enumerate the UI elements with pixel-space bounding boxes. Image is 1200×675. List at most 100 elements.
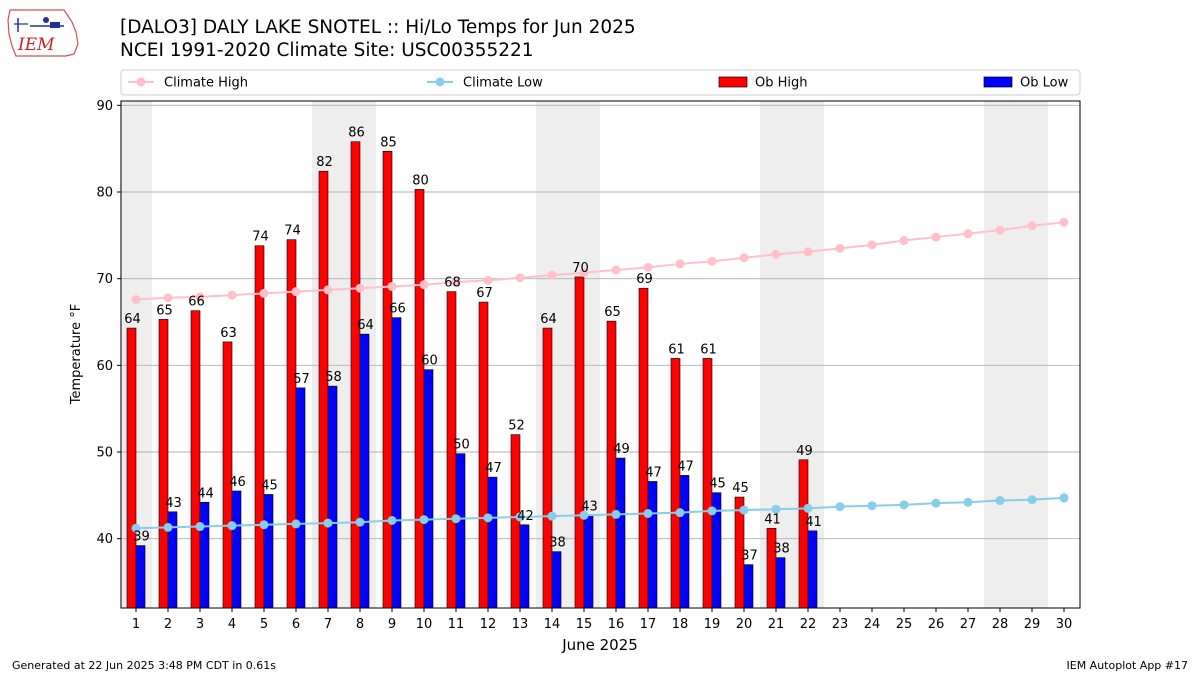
climate-high-point	[1059, 217, 1069, 227]
x-tick-label: 11	[448, 617, 465, 632]
weekend-band	[1016, 101, 1048, 608]
y-axis: 40 50 60 70 80 90	[96, 99, 121, 547]
legend: Climate High Climate Low Ob High Ob Low	[120, 69, 1081, 96]
ob-low-bar	[487, 476, 498, 609]
y-tick-label: 80	[96, 186, 113, 201]
climate-high-point	[419, 280, 429, 290]
ob-high-label: 64	[540, 312, 557, 327]
x-tick-label: 18	[672, 617, 689, 632]
climate-low-point	[419, 515, 429, 525]
ob-high-bar	[798, 459, 809, 609]
climate-high-point	[227, 290, 237, 300]
ob-low-label: 44	[197, 486, 214, 501]
climate-high-point	[995, 225, 1005, 235]
climate-low-point	[451, 514, 461, 524]
y-axis-label: Temperature °F	[69, 304, 84, 405]
ob-low-bar	[231, 490, 242, 609]
x-tick-label: 9	[388, 617, 396, 632]
climate-low-point	[515, 512, 525, 522]
iem-logo: IEM	[7, 9, 79, 57]
x-axis-label: June 2025	[561, 636, 638, 654]
ob-high-label: 86	[348, 126, 365, 141]
ob-high-label: 74	[284, 224, 301, 239]
climate-high-point	[803, 247, 813, 257]
ob-low-bar	[615, 457, 626, 609]
ob-low-label: 66	[389, 302, 406, 317]
ob-high-bar	[542, 327, 553, 609]
ob-low-bar	[519, 524, 530, 609]
x-tick-label: 13	[512, 617, 529, 632]
app-note: IEM Autoplot App #17	[1066, 659, 1189, 672]
climate-low-point	[483, 513, 493, 523]
climate-high-point	[835, 243, 845, 253]
climate-low-point	[931, 498, 941, 508]
ob-high-bar	[158, 319, 169, 609]
ob-low-bar	[455, 453, 466, 609]
ob-high-bar	[254, 245, 265, 609]
climate-high-point	[259, 288, 269, 298]
ob-low-bar	[327, 385, 338, 609]
ob-high-label: 45	[732, 481, 749, 496]
ob-low-bar	[583, 514, 594, 609]
climate-lines	[131, 217, 1069, 533]
x-tick-label: 3	[196, 617, 204, 632]
climate-low-point	[675, 508, 685, 518]
ob-low-label: 38	[773, 542, 790, 557]
climate-high-line	[135, 221, 1065, 301]
ob-high-bar	[382, 150, 393, 609]
x-tick-label: 19	[704, 617, 721, 632]
bar-labels: 64 65 66 63 74 74 82 86 85 80 68 67 52 64 70 65 69 61 61 45…	[124, 126, 822, 564]
ob-low-label: 45	[709, 477, 726, 492]
ob-low-bar	[679, 475, 690, 609]
x-tick-label: 8	[356, 617, 364, 632]
logo-text: IEM	[17, 35, 55, 55]
climate-high-point	[707, 256, 717, 266]
ob-high-label: 67	[476, 286, 493, 301]
legend-label: Climate Low	[463, 76, 543, 91]
ob-high-label: 74	[252, 230, 269, 245]
ob-high-label: 49	[796, 444, 813, 459]
climate-high-point	[643, 262, 653, 272]
climate-low-point	[227, 521, 237, 531]
legend-box	[120, 69, 1081, 96]
climate-low-point	[995, 496, 1005, 506]
ob-low-label: 47	[677, 459, 694, 474]
ob-low-bar	[135, 545, 146, 609]
y-tick-label: 90	[96, 99, 113, 114]
x-tick-label: 16	[608, 617, 625, 632]
ob-high-bar	[350, 141, 361, 609]
climate-high-point	[387, 281, 397, 291]
climate-low-point	[291, 519, 301, 529]
climate-low-point	[867, 501, 877, 511]
ob-low-label: 57	[293, 372, 310, 387]
x-tick-label: 4	[228, 617, 236, 632]
climate-high-point	[195, 292, 205, 302]
x-tick-label: 17	[640, 617, 657, 632]
ob-low-label: 43	[581, 499, 598, 514]
ob-low-label: 46	[229, 475, 246, 490]
climate-low-point	[835, 502, 845, 512]
ob-low-label: 50	[453, 438, 470, 453]
ob-low-label: 47	[485, 461, 502, 476]
y-tick-label: 50	[96, 446, 113, 461]
ob-low-bar	[359, 333, 370, 609]
ob-high-label: 66	[188, 295, 205, 310]
climate-low-point	[195, 522, 205, 532]
climate-low-point	[611, 509, 621, 519]
ob-low-bar	[423, 369, 434, 609]
y-tick-label: 60	[96, 359, 113, 374]
ob-low-bar	[807, 530, 818, 609]
grid-lines	[121, 104, 1080, 540]
x-tick-label: 15	[576, 617, 593, 632]
x-tick-label: 12	[480, 617, 497, 632]
x-tick-label: 29	[1024, 617, 1041, 632]
legend-bar-swatch	[983, 76, 1013, 88]
climate-high-point	[611, 265, 621, 275]
climate-high-point	[899, 236, 909, 246]
x-tick-label: 14	[544, 617, 561, 632]
climate-high-point	[355, 283, 365, 293]
climate-high-point	[931, 232, 941, 242]
ob-low-bar	[551, 551, 562, 609]
ob-high-label: 61	[700, 342, 717, 357]
